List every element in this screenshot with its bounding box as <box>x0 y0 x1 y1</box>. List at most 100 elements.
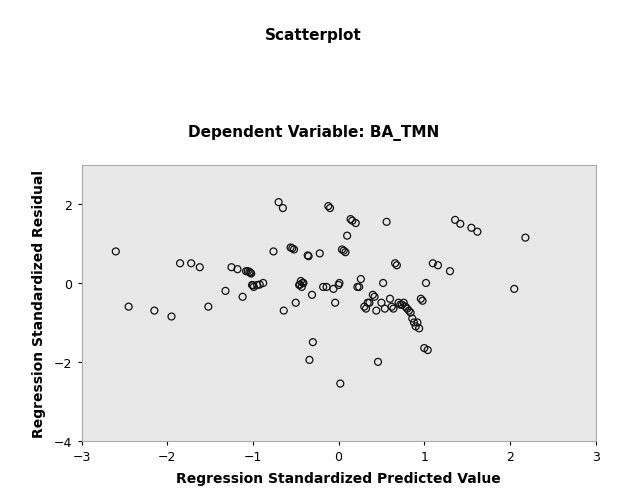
Point <box>362 299 372 307</box>
Point <box>296 278 306 286</box>
Point <box>411 323 421 331</box>
Point <box>287 245 297 253</box>
Point <box>394 299 404 307</box>
Point <box>294 282 304 290</box>
Point <box>361 305 371 313</box>
Point <box>246 270 256 278</box>
Point <box>291 299 301 307</box>
Point <box>455 220 465 228</box>
Point <box>233 266 243 274</box>
Point <box>248 282 258 290</box>
Point <box>203 303 213 311</box>
Point <box>334 282 344 290</box>
Point <box>423 346 433 354</box>
Point <box>347 217 357 225</box>
Point <box>285 244 295 252</box>
Point <box>307 291 317 299</box>
Point <box>397 301 407 309</box>
Point <box>335 380 345 388</box>
Point <box>298 280 308 288</box>
Point <box>350 219 361 227</box>
Point <box>241 268 251 276</box>
Point <box>419 344 429 352</box>
Point <box>395 301 405 309</box>
Point <box>421 280 431 288</box>
Point <box>308 339 318 347</box>
Text: Dependent Variable: BA_TMN: Dependent Variable: BA_TMN <box>188 124 439 140</box>
Point <box>404 307 414 315</box>
Point <box>249 284 259 292</box>
Point <box>509 286 519 294</box>
Point <box>413 319 423 327</box>
Point <box>408 315 418 323</box>
Point <box>247 282 257 290</box>
Point <box>318 284 328 292</box>
Point <box>378 280 388 288</box>
X-axis label: Regression Standardized Predicted Value: Regression Standardized Predicted Value <box>176 471 501 485</box>
Point <box>167 313 177 321</box>
Point <box>298 280 308 288</box>
Point <box>406 309 416 317</box>
Point <box>385 295 395 303</box>
Point <box>373 358 383 366</box>
Point <box>245 269 255 277</box>
Point <box>390 260 400 268</box>
Text: Scatterplot: Scatterplot <box>265 28 362 43</box>
Point <box>273 199 283 207</box>
Point <box>339 247 349 255</box>
Point <box>315 250 325 258</box>
Point <box>409 319 419 327</box>
Point <box>368 291 378 299</box>
Point <box>445 268 455 276</box>
Point <box>364 299 374 307</box>
Point <box>268 248 278 256</box>
Point <box>226 264 236 272</box>
Point <box>330 299 340 307</box>
Point <box>322 284 332 292</box>
Point <box>278 204 288 212</box>
Point <box>295 281 305 289</box>
Point <box>371 307 381 315</box>
Point <box>289 246 299 254</box>
Point <box>428 260 438 268</box>
Point <box>352 284 362 292</box>
Point <box>329 286 339 294</box>
Point <box>324 202 334 210</box>
Point <box>175 260 185 268</box>
Point <box>356 276 366 284</box>
Point <box>388 305 398 313</box>
Point <box>416 295 426 303</box>
Point <box>337 246 347 254</box>
Point <box>392 262 402 270</box>
Point <box>243 268 253 276</box>
Point <box>325 204 335 212</box>
Point <box>472 228 482 236</box>
Point <box>186 260 196 268</box>
Point <box>399 299 409 307</box>
Point <box>195 264 205 272</box>
Point <box>340 248 350 257</box>
Point <box>303 253 314 261</box>
Point <box>221 287 231 295</box>
Point <box>414 325 424 333</box>
Point <box>450 216 460 224</box>
Point <box>334 280 344 288</box>
Point <box>245 269 255 277</box>
Point <box>111 248 121 256</box>
Point <box>124 303 134 311</box>
Point <box>402 305 412 313</box>
Point <box>149 307 159 315</box>
Point <box>342 232 352 240</box>
Point <box>382 218 392 226</box>
Point <box>387 303 397 311</box>
Point <box>279 307 289 315</box>
Point <box>258 280 268 288</box>
Point <box>359 303 369 311</box>
Point <box>305 356 315 364</box>
Point <box>297 284 307 292</box>
Point <box>255 281 265 289</box>
Point <box>238 293 248 301</box>
Point <box>418 297 428 305</box>
Point <box>433 262 443 270</box>
Point <box>252 282 262 290</box>
